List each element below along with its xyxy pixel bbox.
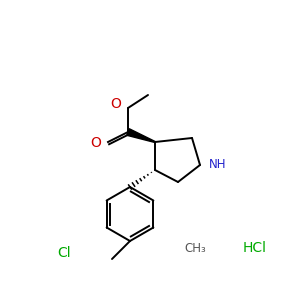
Polygon shape bbox=[127, 129, 155, 142]
Text: Cl: Cl bbox=[57, 246, 71, 260]
Text: O: O bbox=[91, 136, 101, 150]
Text: CH₃: CH₃ bbox=[184, 242, 206, 254]
Text: O: O bbox=[111, 97, 122, 111]
Text: HCl: HCl bbox=[243, 241, 267, 255]
Text: NH: NH bbox=[209, 158, 226, 172]
